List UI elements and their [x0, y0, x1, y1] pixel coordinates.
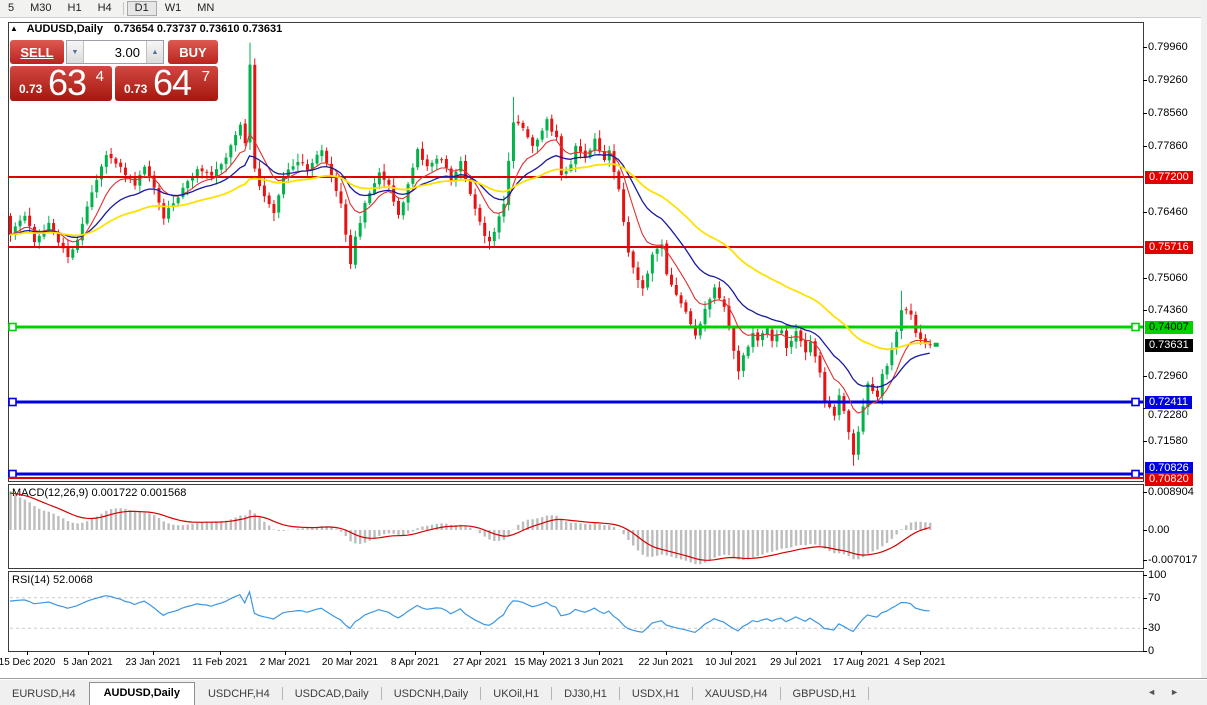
rsi-indicator-label: RSI(14) 52.0068 [12, 574, 93, 586]
chart-tab[interactable]: USDCHF,H4 [207, 688, 270, 700]
tab-separator [779, 687, 781, 700]
sell-button[interactable]: SELL [10, 40, 64, 64]
line-handle [1131, 322, 1140, 332]
chart-tab-bar: EURUSD,H4 AUDUSD,Daily USDCHF,H4 USDCAD,Dai… [0, 678, 1207, 705]
timeframe-button-w1[interactable]: W1 [164, 2, 182, 14]
chart-tab[interactable]: DJ30,H1 [564, 688, 607, 700]
axis-ticks [27, 47, 1147, 655]
toolbar-separator [122, 2, 124, 15]
line-handle [8, 469, 17, 479]
chart-tab[interactable]: GBPUSD,H1 [792, 688, 857, 700]
chart-tab[interactable]: USDCAD,Daily [294, 688, 369, 700]
tab-scroll-arrows[interactable]: ◄► [1147, 687, 1193, 697]
tab-scroll-right-icon: ► [1170, 687, 1193, 697]
tab-separator [551, 687, 553, 700]
buy-button[interactable]: BUY [168, 40, 218, 64]
tab-scroll-left-icon: ◄ [1147, 687, 1171, 697]
sell-price-box[interactable]: 0.73 63 4 [10, 62, 112, 103]
line-handle [8, 322, 17, 332]
chart-tab[interactable]: EURUSD,H4 [12, 688, 76, 700]
timeframe-toolbar: 5 M30 H1 H4 D1 W1 MN [0, 0, 1207, 18]
chart-tab[interactable]: XAUUSD,H4 [704, 688, 768, 700]
lot-decrease-icon[interactable]: ▼ [67, 41, 84, 63]
timeframe-button-h4[interactable]: H4 [97, 2, 112, 14]
lot-size-input[interactable] [84, 41, 146, 63]
rsi-line [9, 589, 930, 634]
last-price-marker [933, 342, 939, 347]
macd-signal-line [9, 492, 930, 561]
lot-size-spinner: ▼ ▲ [66, 40, 164, 64]
ma-line-mid [9, 154, 930, 388]
macd-histogram [9, 491, 932, 565]
timeframe-button-mn[interactable]: MN [197, 2, 215, 14]
buy-price-box[interactable]: 0.73 64 7 [115, 62, 218, 103]
chart-tab[interactable]: UKOil,H1 [493, 688, 540, 700]
tab-separator [380, 687, 382, 700]
tab-separator [868, 687, 870, 700]
tab-separator [691, 687, 693, 700]
horizontal-line-objects[interactable] [8, 176, 1143, 479]
timeframe-button-5[interactable]: 5 [8, 2, 15, 14]
line-handle [1131, 469, 1140, 479]
tab-separator [281, 687, 283, 700]
ma-line-slow [9, 162, 930, 351]
macd-indicator-label: MACD(12,26,9) 0.001722 0.001568 [12, 487, 187, 499]
timeframe-button-d1[interactable]: D1 [126, 1, 157, 16]
lot-increase-icon[interactable]: ▲ [146, 41, 163, 63]
chart-tab[interactable]: AUDUSD,Daily [88, 682, 195, 705]
tab-separator [618, 687, 620, 700]
tab-separator [480, 687, 482, 700]
timeframe-button-h1[interactable]: H1 [67, 2, 82, 14]
pane-frames [8, 22, 1144, 652]
timeframe-button-m30[interactable]: M30 [30, 2, 52, 14]
chart-tab[interactable]: USDCNH,Daily [393, 688, 469, 700]
one-click-trading-panel: SELL ▼ ▲ BUY 0.73 63 4 0.73 64 7 [10, 40, 218, 103]
window-right-border [1201, 0, 1207, 705]
chart-tab[interactable]: USDX,H1 [631, 688, 680, 700]
line-handle [8, 397, 17, 407]
line-handle [1131, 397, 1140, 407]
ma-line-fast [9, 132, 930, 414]
